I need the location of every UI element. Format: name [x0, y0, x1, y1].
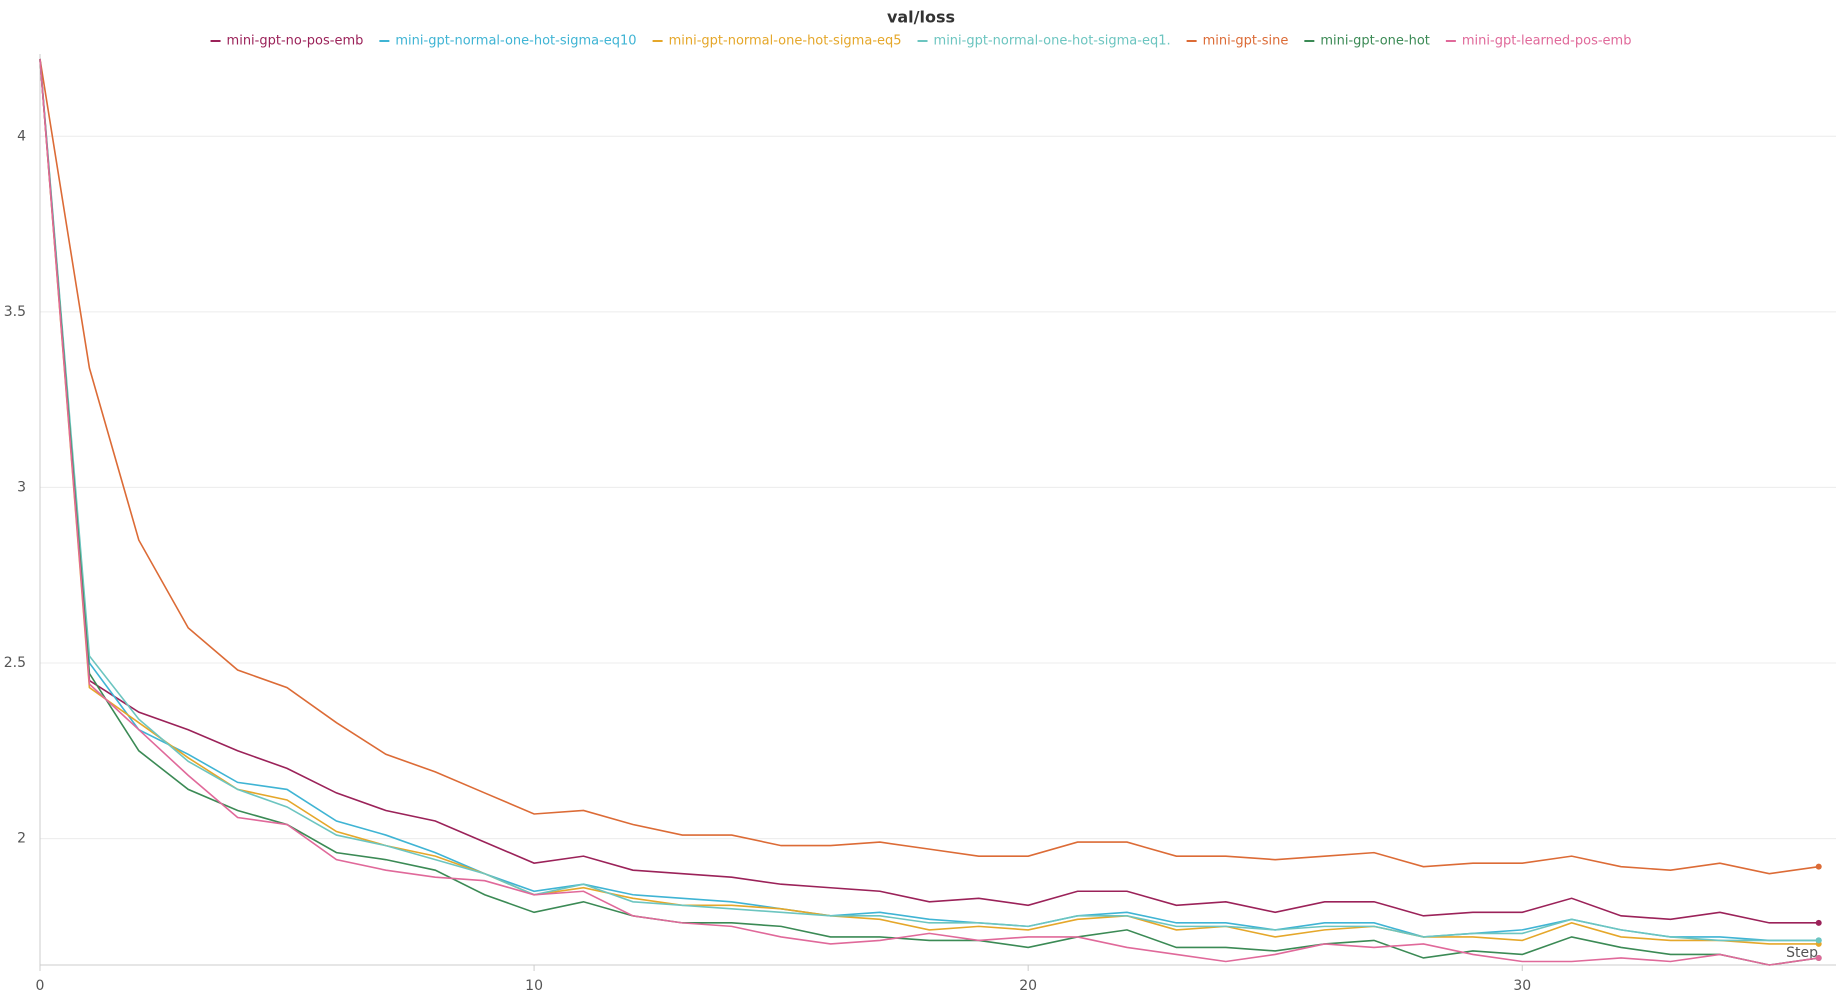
y-tick-label: 2	[17, 831, 26, 847]
chart-title: val/loss	[887, 8, 955, 27]
series-line	[39, 58, 1819, 966]
x-axis-label: Step	[1786, 945, 1818, 961]
legend-item: mini-gpt-no-pos-emb	[210, 34, 364, 49]
legend-item: mini-gpt-normal-one-hot-sigma-eq1.	[917, 34, 1171, 49]
x-tick-label: 0	[36, 978, 45, 994]
x-tick-label: 10	[525, 978, 543, 994]
series-line	[39, 58, 1819, 942]
legend-label: mini-gpt-no-pos-emb	[227, 34, 364, 49]
y-tick-label: 3.5	[4, 304, 26, 320]
series-line	[39, 58, 1819, 942]
y-tick-label: 3	[17, 479, 26, 495]
end-point	[1815, 919, 1822, 926]
legend-item: mini-gpt-one-hot	[1304, 34, 1430, 49]
legend-item: mini-gpt-sine	[1186, 34, 1289, 49]
x-tick-label: 30	[1513, 978, 1531, 994]
legend-label: mini-gpt-one-hot	[1320, 34, 1430, 49]
legend-item: mini-gpt-normal-one-hot-sigma-eq10	[379, 34, 637, 49]
series-line	[39, 58, 1819, 875]
series-line	[39, 58, 1819, 945]
y-tick-label: 4	[17, 128, 26, 144]
x-tick-label: 20	[1019, 978, 1037, 994]
legend-label: mini-gpt-normal-one-hot-sigma-eq5	[669, 34, 902, 49]
end-point	[1815, 863, 1822, 870]
legend-item: mini-gpt-normal-one-hot-sigma-eq5	[652, 34, 902, 49]
end-point	[1815, 954, 1822, 961]
legend-label: mini-gpt-normal-one-hot-sigma-eq1.	[934, 34, 1171, 49]
legend-item: mini-gpt-learned-pos-emb	[1445, 34, 1632, 49]
series-line	[39, 58, 1819, 924]
series-line	[39, 58, 1819, 966]
y-tick-label: 2.5	[4, 655, 26, 671]
legend-label: mini-gpt-sine	[1203, 34, 1289, 49]
legend-label: mini-gpt-normal-one-hot-sigma-eq10	[395, 34, 636, 49]
legend-label: mini-gpt-learned-pos-emb	[1462, 34, 1632, 49]
legend: mini-gpt-no-pos-emb mini-gpt-normal-one-h…	[210, 34, 1632, 49]
end-point	[1815, 937, 1822, 944]
